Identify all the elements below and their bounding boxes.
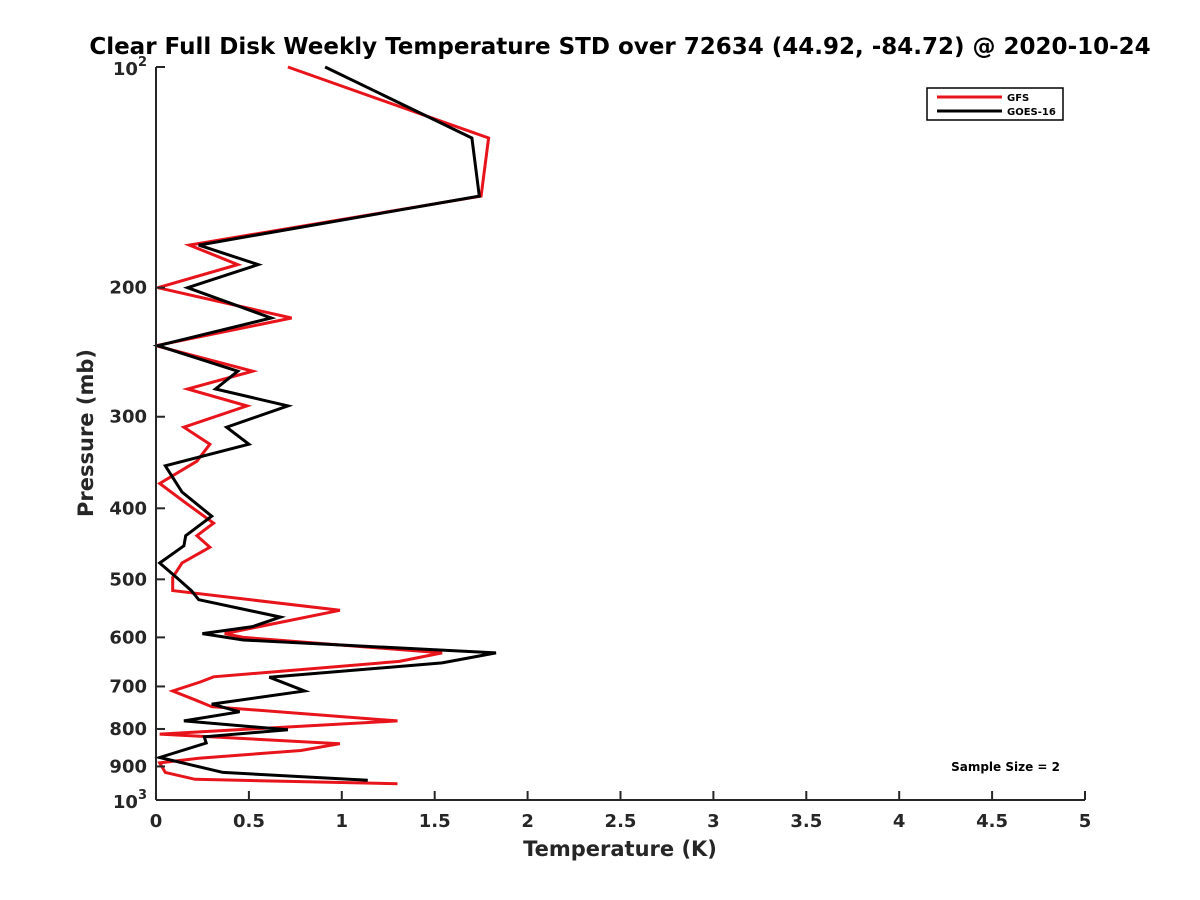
x-tick-label: 2 bbox=[521, 811, 534, 832]
axes: 0 0.5 1 1.5 2 2.5 3 3.5 4 4.5 5 102 200 300 400 500 600 7… bbox=[109, 55, 1091, 832]
y-tick-label: 102 bbox=[113, 55, 147, 80]
chart-title: Clear Full Disk Weekly Temperature STD o… bbox=[89, 34, 1150, 60]
y-tick-label: 600 bbox=[109, 627, 147, 648]
plot-area bbox=[152, 65, 497, 786]
x-tick-label: 4.5 bbox=[976, 811, 1008, 832]
y-tick-label: 500 bbox=[109, 569, 147, 590]
x-tick-label: 3.5 bbox=[790, 811, 822, 832]
y-tick-label: 900 bbox=[109, 756, 147, 777]
y-tick-label: 400 bbox=[109, 498, 147, 519]
y-tick-label: 800 bbox=[109, 719, 147, 740]
y-tick-label: 700 bbox=[109, 676, 147, 697]
y-tick-label: 200 bbox=[109, 278, 147, 299]
legend-entry: GFS bbox=[1007, 93, 1029, 104]
x-tick-label: 0.5 bbox=[233, 811, 265, 832]
legend-entry: GOES-16 bbox=[1007, 107, 1056, 118]
x-tick-label: 4 bbox=[893, 811, 906, 832]
x-tick-label: 5 bbox=[1079, 811, 1092, 832]
legend-box bbox=[926, 87, 1064, 121]
x-tick-label: 0 bbox=[150, 811, 163, 832]
x-tick-label: 1 bbox=[336, 811, 349, 832]
sample-size-annotation: Sample Size = 2 bbox=[951, 760, 1060, 774]
x-tick-label: 1.5 bbox=[419, 811, 451, 832]
y-tick-label: 103 bbox=[113, 788, 147, 813]
x-axis-label: Temperature (K) bbox=[523, 837, 717, 861]
x-tick-label: 3 bbox=[707, 811, 720, 832]
x-tick-label: 2.5 bbox=[605, 811, 637, 832]
y-tick-label: 300 bbox=[109, 407, 147, 428]
legend: GFS GOES-16 bbox=[926, 87, 1064, 121]
series-line-goes-16 bbox=[152, 65, 497, 782]
y-axis-label: Pressure (mb) bbox=[74, 349, 98, 517]
